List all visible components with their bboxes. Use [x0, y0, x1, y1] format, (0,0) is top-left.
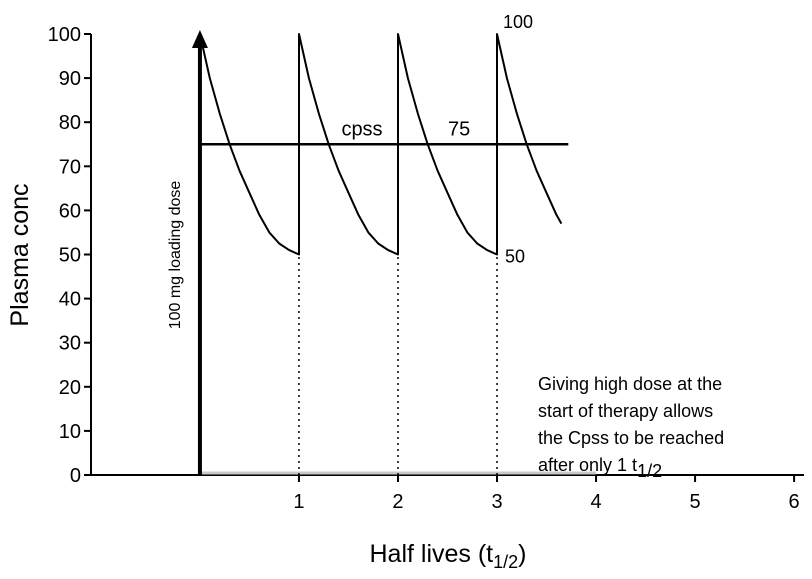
y-tick-label: 10 — [59, 421, 81, 443]
note-text: the Cpss to be reached — [538, 428, 724, 448]
x-tick-label: 6 — [789, 491, 800, 513]
note-sub: 1/2 — [637, 461, 662, 481]
x-axis-label-end: ) — [518, 540, 526, 568]
y-tick-label: 70 — [59, 156, 81, 178]
x-axis-label-sub: 1/2 — [493, 552, 518, 572]
y-axis-label: Plasma conc — [6, 183, 34, 326]
x-tick-label: 2 — [392, 491, 403, 513]
note-text: start of therapy allows — [538, 401, 713, 421]
note-text: Giving high dose at the — [538, 374, 722, 394]
data-line — [198, 33, 563, 256]
x-tick-label: 5 — [690, 491, 701, 513]
y-tick-label: 80 — [59, 112, 81, 134]
y-tick-label: 40 — [59, 289, 81, 311]
trough-label: 50 — [505, 247, 525, 267]
y-tick-label: 100 — [48, 24, 81, 46]
note-text: after only 1 t — [538, 455, 637, 475]
x-axis-label: Half lives (t1/2) — [370, 540, 527, 572]
peak-label: 100 — [503, 12, 533, 32]
y-tick-label: 20 — [59, 377, 81, 399]
y-tick-label: 0 — [70, 465, 81, 487]
loading-dose-label: 100 mg loading dose — [167, 181, 184, 330]
y-tick-label: 30 — [59, 333, 81, 355]
y-tick-label: 90 — [59, 68, 81, 90]
note-line: Giving high dose at the — [538, 374, 722, 394]
arrow-head — [191, 30, 208, 48]
y-tick-label: 60 — [59, 200, 81, 222]
note-line: start of therapy allows — [538, 401, 713, 421]
reference-label: cpss — [341, 118, 382, 140]
x-tick-label: 3 — [491, 491, 502, 513]
x-tick-label: 1 — [293, 491, 304, 513]
y-tick-label: 50 — [59, 245, 81, 267]
x-axis-label-text: Half lives (t — [370, 540, 494, 568]
note-line: after only 1 t1/2 — [538, 455, 662, 481]
x-tick-label: 4 — [590, 491, 601, 513]
reference-value-label: 75 — [448, 118, 470, 140]
note-line: the Cpss to be reached — [538, 428, 724, 448]
